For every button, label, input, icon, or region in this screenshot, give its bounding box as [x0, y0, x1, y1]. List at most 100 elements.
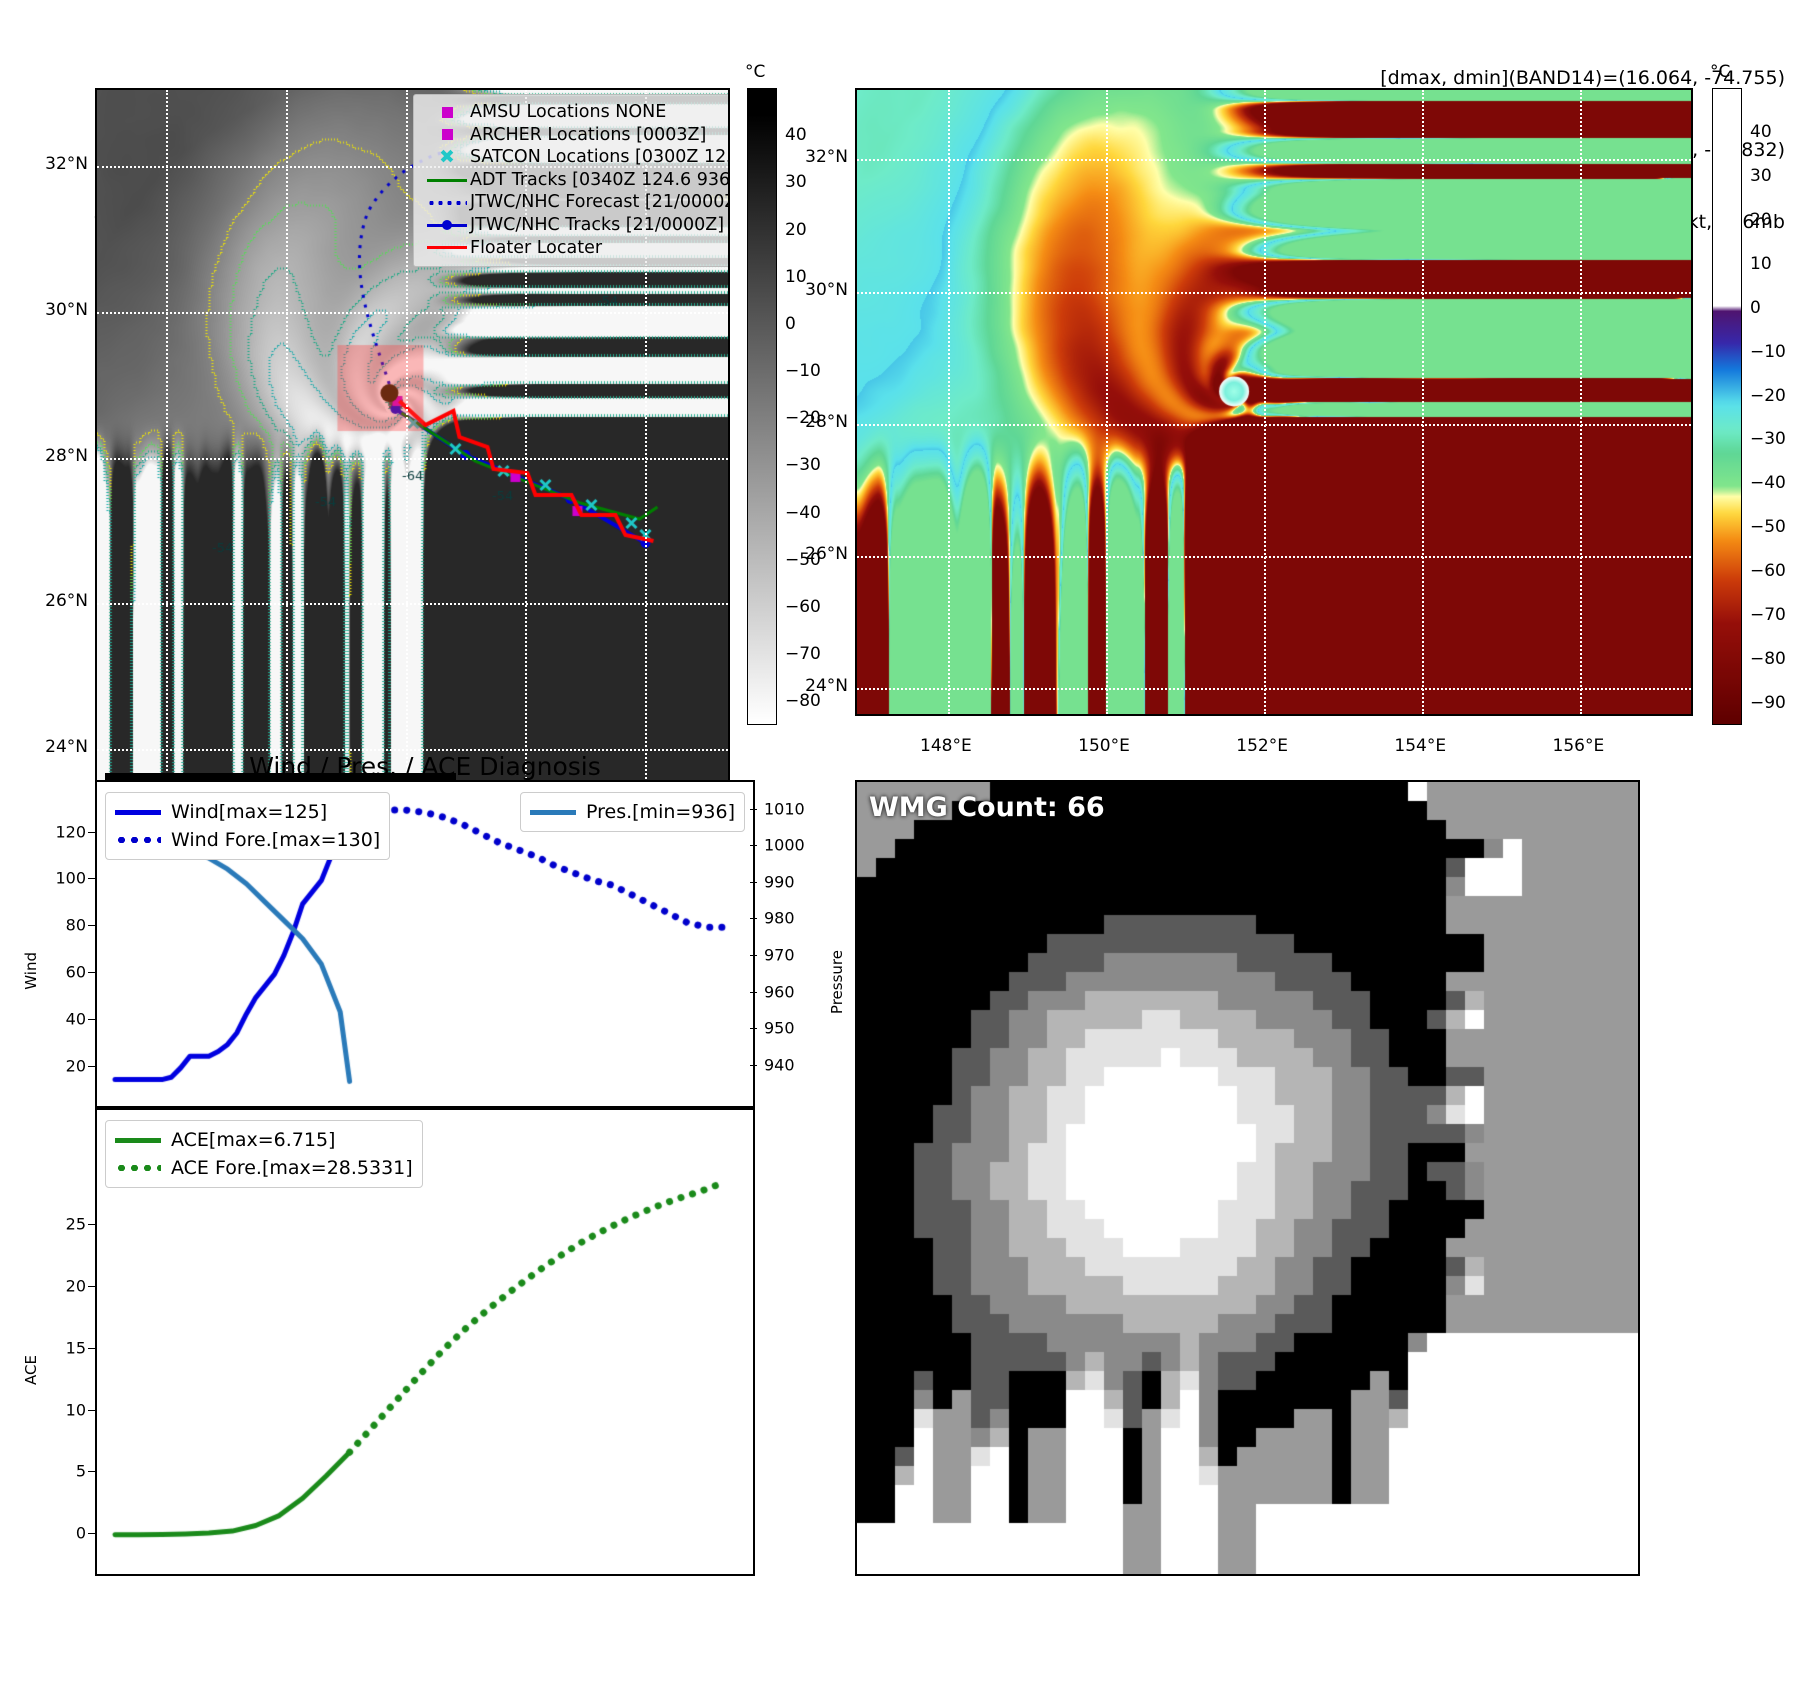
- legend-label: Wind[max=125]: [171, 801, 328, 823]
- bd-colorbar-tick: −90: [1750, 693, 1786, 714]
- legend-label: ARCHER Locations [0003Z]: [470, 124, 707, 145]
- pressure-axis-label: Pressure: [828, 950, 846, 1015]
- satcon-x-icon: ✖: [439, 145, 455, 168]
- ace-y-tick: 5: [75, 1461, 86, 1481]
- tick-mark: [88, 1409, 95, 1411]
- legend-item[interactable]: ✖ SATCON Locations [0300Z 125 936]: [424, 145, 728, 169]
- ir-colorbar-tick: 10: [785, 266, 807, 287]
- tick-mark: [88, 1019, 95, 1020]
- jtwc-track-line-point-icon: [424, 220, 470, 231]
- wmg-cloud-cluster-image: [857, 782, 1638, 1574]
- legend-label: AMSU Locations NONE: [470, 102, 667, 122]
- ir-lat-tick: 30°N: [45, 300, 88, 321]
- wind-pressure-chart[interactable]: Wind[max=125] Wind Fore.[max=130] Pres.[…: [95, 780, 755, 1108]
- pressure-y-tick: 950: [764, 1018, 795, 1038]
- legend-item[interactable]: JTWC/NHC Forecast [21/0000Z]: [424, 191, 728, 214]
- wind-y-tick: 40: [65, 1009, 86, 1029]
- bd-colorbar-unit: °C: [1710, 62, 1731, 82]
- ir-colorbar-tick: 40: [785, 125, 807, 146]
- ir-lat-tick: 24°N: [45, 736, 88, 757]
- legend-item[interactable]: ACE Fore.[max=28.5331]: [115, 1154, 413, 1182]
- pressure-y-tick: 980: [764, 908, 795, 928]
- pressure-line-icon: [530, 809, 586, 815]
- tick-mark: [750, 954, 757, 956]
- wmg-count-label: WMG Count: 66: [869, 792, 1105, 823]
- bd-colorbar-tick: −80: [1750, 649, 1786, 670]
- tick-mark: [88, 1533, 95, 1535]
- ir-colorbar-tick: −70: [785, 644, 821, 665]
- diagnosis-title: Wind / Pres. / ACE Diagnosis: [249, 752, 601, 781]
- tick-mark: [88, 831, 95, 833]
- tick-mark: [750, 991, 757, 993]
- bd-lat-tick: 26°N: [805, 544, 848, 565]
- ir-colorbar-unit: °C: [745, 62, 766, 82]
- wmg-panel[interactable]: WMG Count: 66: [855, 780, 1640, 1576]
- tick-mark: [88, 972, 95, 974]
- legend-item[interactable]: ADT Tracks [0340Z 124.6 936.9]: [424, 169, 728, 192]
- pressure-y-tick: 970: [764, 945, 795, 965]
- bd-colorbar-tick: −30: [1750, 429, 1786, 450]
- dmax-dmin-band14: [dmax, dmin](BAND14)=(16.064, -74.755): [1380, 67, 1785, 89]
- legend-item[interactable]: Pres.[min=936]: [530, 798, 735, 826]
- ir-colorbar-tick: 30: [785, 172, 807, 193]
- tick-mark: [88, 925, 95, 927]
- ir-colorbar-tick: −10: [785, 361, 821, 382]
- tick-mark: [750, 1028, 757, 1030]
- ir-colorbar-tick: −80: [785, 691, 821, 712]
- ace-legend: ACE[max=6.715] ACE Fore.[max=28.5331]: [105, 1120, 423, 1188]
- ir-colorbar-tick: −60: [785, 597, 821, 618]
- ir-lat-tick: 28°N: [45, 445, 88, 466]
- pressure-y-tick: 1000: [764, 835, 805, 855]
- bd-colorbar-tick: 0: [1750, 297, 1761, 318]
- tick-mark: [88, 1347, 95, 1349]
- jtwc-forecast-dotted-line-icon: [424, 200, 470, 205]
- tick-mark: [750, 918, 757, 920]
- ir-lat-tick: 32°N: [45, 154, 88, 175]
- tick-mark: [88, 878, 95, 880]
- bd-colorbar-tick: 20: [1750, 209, 1772, 230]
- ace-chart[interactable]: ACE[max=6.715] ACE Fore.[max=28.5331]: [95, 1108, 755, 1576]
- ir-legend: AMSU Locations NONE ARCHER Locations [00…: [413, 94, 728, 268]
- bd-lon-tick: 154°E: [1394, 736, 1447, 756]
- legend-label: ACE Fore.[max=28.5331]: [171, 1157, 413, 1179]
- pressure-y-tick: 940: [764, 1055, 795, 1075]
- bd-colorbar-tick: 40: [1750, 121, 1772, 142]
- ace-line-icon: [115, 1137, 171, 1143]
- legend-item[interactable]: Wind[max=125]: [115, 798, 380, 826]
- legend-label: JTWC/NHC Tracks [21/0000Z]: [470, 214, 725, 235]
- bd-lon-tick: 148°E: [920, 736, 972, 756]
- tick-mark: [750, 808, 757, 810]
- legend-item[interactable]: ACE[max=6.715]: [115, 1126, 413, 1154]
- bd-lon-tick: 150°E: [1078, 736, 1130, 756]
- legend-label: Pres.[min=936]: [586, 801, 735, 823]
- legend-label: ACE[max=6.715]: [171, 1129, 336, 1151]
- floater-locater-line-icon: [424, 246, 470, 250]
- ir-lat-tick: 26°N: [45, 591, 88, 612]
- tick-mark: [750, 1064, 757, 1066]
- pressure-legend: Pres.[min=936]: [520, 792, 745, 832]
- ir-colorbar-tick: −50: [785, 549, 821, 570]
- enhanced-ir-panel[interactable]: [855, 88, 1693, 716]
- legend-label: SATCON Locations [0300Z 125 936]: [470, 147, 728, 168]
- pressure-y-tick: 1010: [764, 799, 805, 819]
- ace-forecast-dotted-icon: [115, 1165, 171, 1171]
- bd-colorbar-tick: −40: [1750, 473, 1786, 494]
- bd-lat-tick: 32°N: [805, 147, 848, 168]
- wind-y-tick: 80: [65, 915, 86, 935]
- legend-item[interactable]: Floater Locater: [424, 237, 723, 260]
- legend-item[interactable]: AMSU Locations NONE: [424, 101, 723, 124]
- bd-colorbar-tick: 10: [1750, 253, 1772, 274]
- legend-item[interactable]: ARCHER Locations [0003Z]: [424, 124, 723, 147]
- legend-item[interactable]: Wind Fore.[max=130]: [115, 826, 380, 854]
- adt-line-icon: [424, 178, 470, 182]
- pressure-y-tick: 990: [764, 872, 795, 892]
- ir-colorbar-tick: −40: [785, 502, 821, 523]
- bd-lat-tick: 30°N: [805, 279, 848, 300]
- amsu-square-icon: [424, 106, 470, 118]
- legend-label: Wind Fore.[max=130]: [171, 829, 381, 851]
- legend-item[interactable]: JTWC/NHC Tracks [21/0000Z]: [424, 214, 725, 237]
- ace-y-tick: 25: [65, 1214, 86, 1234]
- wind-forecast-dotted-icon: [115, 837, 171, 843]
- legend-label: Floater Locater: [470, 237, 603, 258]
